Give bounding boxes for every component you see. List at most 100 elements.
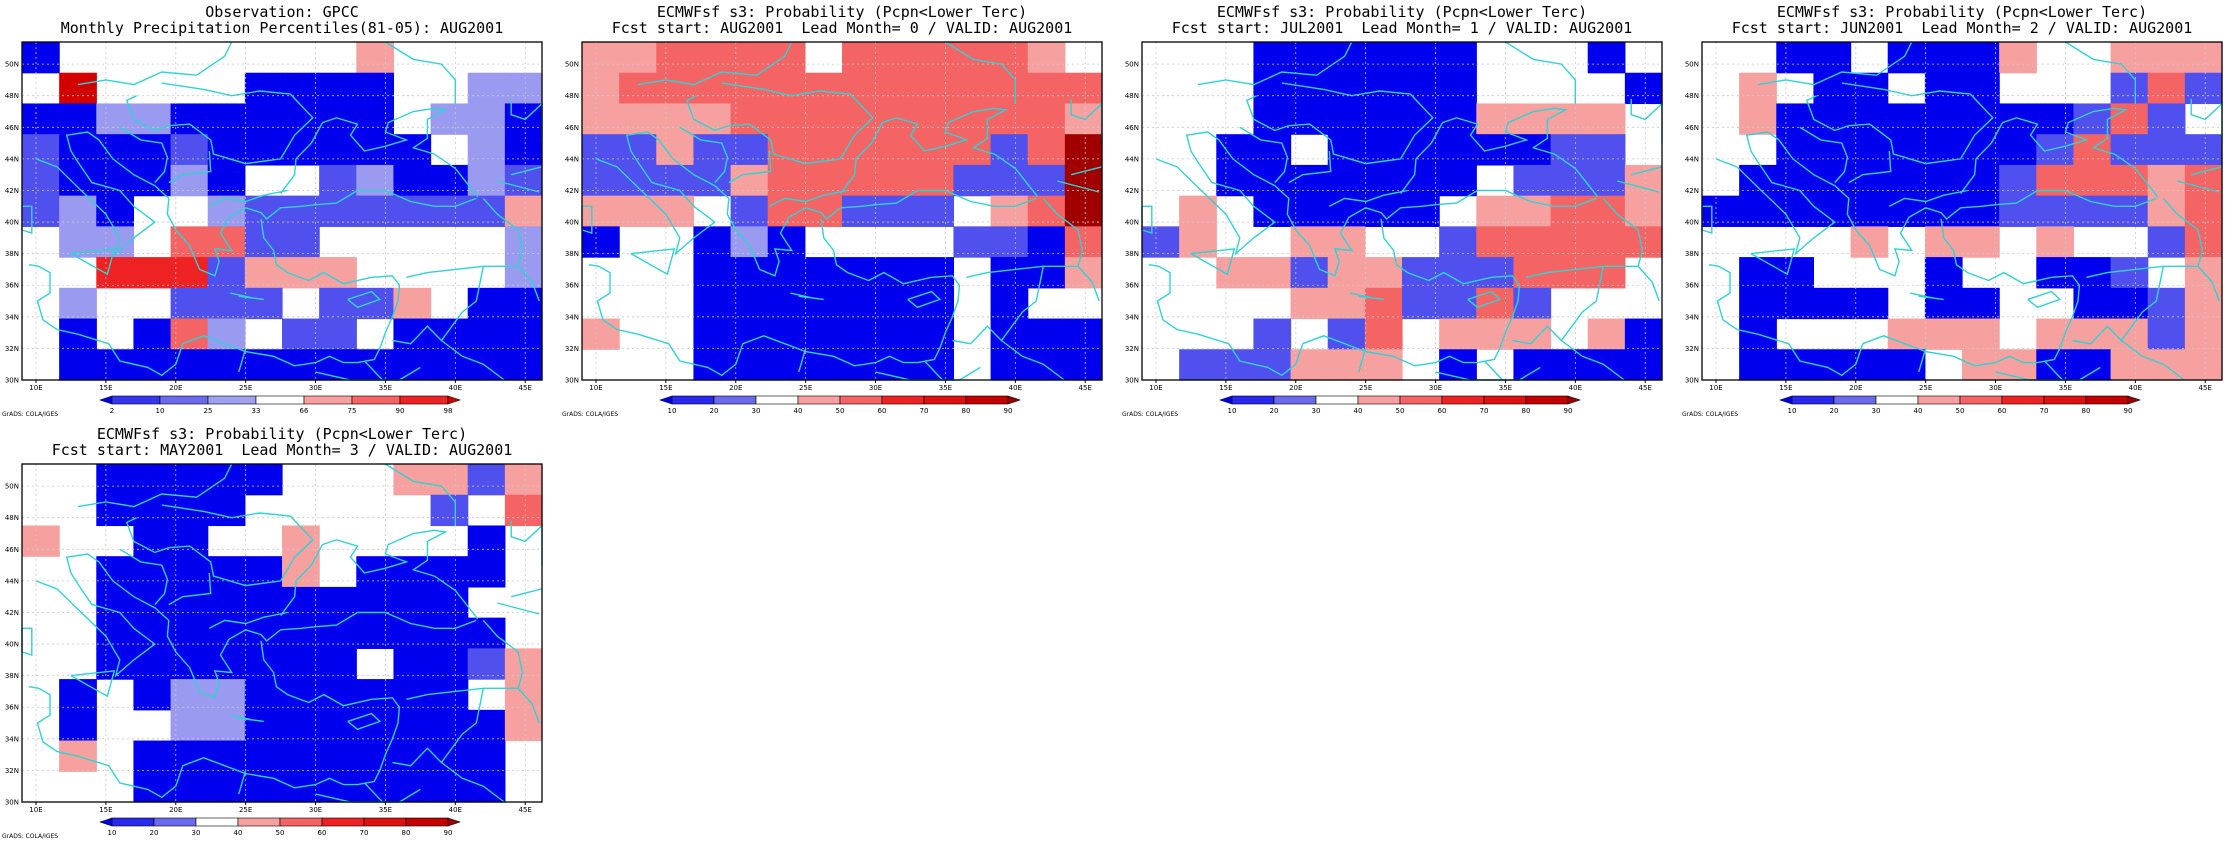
grid-cell — [59, 103, 97, 135]
coastline — [588, 218, 961, 377]
grid-cell — [467, 318, 506, 350]
coastline — [1148, 218, 1521, 377]
colorbar-segment — [207, 395, 257, 405]
grid-cell — [1513, 164, 1552, 197]
coastline — [1750, 248, 1796, 276]
grid-cell — [2110, 318, 2149, 350]
grid-cell — [1027, 134, 1066, 166]
grid-cell — [1739, 72, 1777, 105]
coastline — [510, 520, 543, 566]
grid-cell — [207, 318, 246, 350]
lon-tick-label: 35E — [2059, 384, 2072, 392]
grid-cell — [282, 72, 320, 105]
coastline — [1630, 98, 1663, 144]
grid-cell — [1253, 318, 1292, 350]
colorbar-label: 30 — [752, 407, 761, 415]
colorbar-label: 33 — [252, 407, 261, 415]
panel-title: ECMWFsf s3: Probability (Pcpn<Lower Terc… — [656, 3, 1028, 21]
grid-cell — [1327, 257, 1366, 289]
grid-cell — [1253, 72, 1292, 105]
lat-tick-label: 30N — [5, 377, 19, 385]
lat-tick-label: 34N — [5, 735, 19, 743]
colorbar-label: 10 — [156, 407, 165, 415]
grid-cell — [619, 42, 657, 74]
grid-cell — [2110, 257, 2149, 289]
grid-cell — [1962, 72, 2000, 105]
grid-cell — [207, 257, 246, 289]
grid-cell — [319, 709, 357, 742]
lon-tick-label: 15E — [99, 806, 112, 814]
grid-cell — [504, 134, 543, 166]
grid-cell — [2147, 72, 2186, 105]
colorbar-segment — [237, 817, 281, 827]
grid-cell — [1999, 103, 2037, 135]
grid-cell — [244, 648, 283, 680]
coastline — [1910, 292, 1944, 301]
lat-tick-label: 48N — [1125, 92, 1139, 100]
grid-cell — [804, 318, 843, 350]
lon-tick-label: 10E — [589, 384, 602, 392]
grid-cell — [504, 709, 543, 742]
grid-cell — [990, 257, 1029, 289]
coastline — [280, 529, 479, 620]
panel-title: Observation: GPCC — [205, 3, 359, 21]
grid-cell — [244, 709, 283, 742]
colorbar-label: 90 — [396, 407, 405, 415]
panel-title: ECMWFsf s3: Probability (Pcpn<Lower Terc… — [1216, 3, 1588, 21]
grid-cell — [1216, 164, 1255, 197]
grid-cell — [879, 134, 917, 166]
grid-cell — [2073, 164, 2112, 197]
lon-tick-label: 30E — [309, 384, 322, 392]
coastline — [1000, 339, 1065, 381]
colorbar-segment — [965, 395, 1009, 405]
grid-cell — [133, 318, 172, 350]
grid-cell — [1924, 257, 1963, 289]
grid-cell — [1253, 103, 1292, 135]
grid-cell — [1924, 42, 1963, 74]
coastline — [2027, 290, 2062, 309]
colorbar-segment — [111, 817, 155, 827]
grid-cell — [393, 287, 432, 320]
colorbar-segment — [1441, 395, 1485, 405]
lat-tick-label: 34N — [565, 313, 579, 321]
coastline — [497, 180, 540, 193]
coastline — [238, 770, 247, 795]
colorbar-segment — [713, 395, 757, 405]
grid-cell — [1962, 42, 2000, 74]
coastline — [230, 292, 264, 301]
grid-cell — [1924, 103, 1963, 135]
grid-cell — [244, 134, 283, 166]
grid-cell — [282, 740, 320, 772]
coastline — [2072, 266, 2164, 345]
coastline — [2120, 339, 2185, 381]
grid-cell — [96, 226, 135, 258]
grid-cell — [990, 42, 1029, 74]
grid-cell — [2147, 134, 2186, 166]
grid-cell — [319, 134, 357, 166]
grid-cell — [356, 287, 395, 320]
grid-cell — [1513, 287, 1552, 320]
grid-cell — [467, 464, 506, 496]
grid-cell — [842, 164, 880, 197]
coastline — [768, 189, 848, 207]
grid-cell — [1776, 42, 1815, 74]
grid-cell — [430, 164, 469, 197]
grid-cell — [767, 318, 806, 350]
grid-cell — [1550, 226, 1589, 258]
coastline — [1057, 180, 1100, 193]
coastline — [119, 126, 169, 184]
lon-tick-label: 45E — [519, 806, 532, 814]
lon-tick-label: 30E — [1429, 384, 1442, 392]
coastline — [70, 248, 116, 276]
grid-cell — [356, 740, 395, 772]
map-panel-lead3: ECMWFsf s3: Probability (Pcpn<Lower Terc… — [0, 422, 560, 842]
colorbar-segment — [923, 395, 967, 405]
colorbar-label: 50 — [836, 407, 845, 415]
lat-tick-label: 46N — [565, 124, 579, 132]
grid-cell — [282, 226, 320, 258]
grid-cell — [2073, 287, 2112, 320]
coastline — [595, 131, 1037, 277]
grid-cell — [244, 464, 283, 496]
grid-cell — [1887, 164, 1926, 197]
panel-subtitle: Fcst start: MAY2001 Lead Month= 3 / VALI… — [51, 441, 513, 459]
